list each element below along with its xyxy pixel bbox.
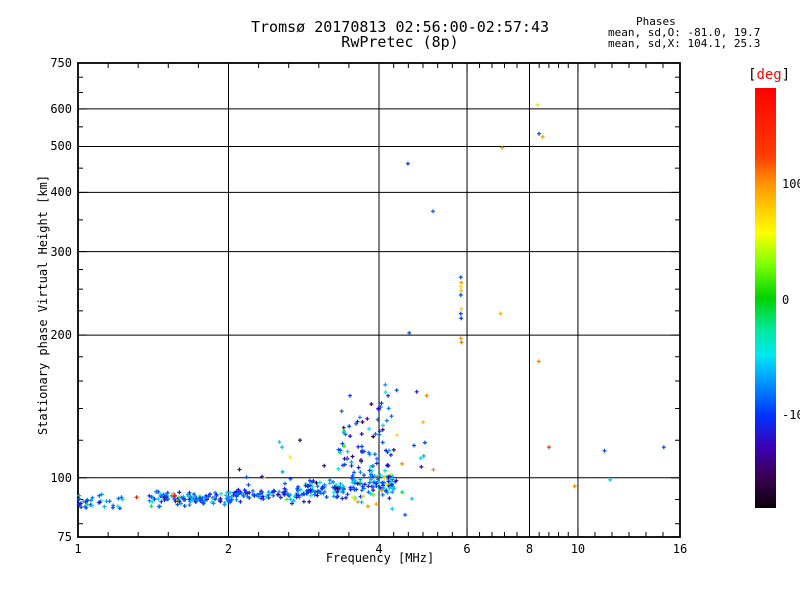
- x-tick-label: 10: [570, 542, 586, 556]
- x-tick-label: 16: [672, 542, 688, 556]
- x-axis-label: Frequency [MHz]: [325, 551, 435, 565]
- y-tick-label: 100: [50, 470, 72, 485]
- grid-lines: [78, 63, 680, 537]
- phase-stats-header: Phases: [636, 15, 676, 28]
- phase-stats-annotation: Phases mean, sd,O: -81.0, 19.7 mean, sd,…: [608, 16, 798, 49]
- y-axis-label: Stationary phase Virtual Height [km]: [36, 174, 50, 436]
- colorbar-unit-label: [deg]: [748, 67, 790, 83]
- colorbar-unit-text: deg: [756, 67, 782, 83]
- y-tick-label: 75: [57, 530, 72, 544]
- x-tick-label: 6: [463, 542, 471, 556]
- colorbar-tick-label: 0: [782, 292, 790, 307]
- axis-ticks: [77, 62, 681, 538]
- y-tick-label: 500: [50, 139, 72, 154]
- colorbar-gradient: [755, 88, 776, 508]
- y-tick-label: 300: [50, 244, 72, 259]
- plot-title: Tromsø 20170813 02:56:00-02:57:43 RwPret…: [0, 20, 800, 50]
- colorbar-tick-label: 100: [782, 177, 800, 192]
- plot-title-line2: RwPretec (8p): [341, 33, 459, 51]
- x-tick-label: 4: [375, 542, 383, 556]
- colorbar-bracket-close: ]: [781, 67, 791, 83]
- phase-stats-o-mode: mean, sd,O: -81.0, 19.7: [608, 26, 761, 39]
- y-tick-label: 200: [50, 328, 72, 343]
- x-tick-label: 2: [224, 542, 233, 556]
- y-tick-label: 600: [50, 101, 72, 116]
- phase-stats-x-mode: mean, sd,X: 104.1, 25.3: [608, 37, 761, 50]
- x-tick-label: 1: [74, 542, 82, 556]
- scatter-points: [76, 102, 666, 517]
- plot-title-line1: Tromsø 20170813 02:56:00-02:57:43: [250, 18, 549, 36]
- colorbar-bracket-open: [: [748, 67, 757, 83]
- x-tick-label: 8: [525, 542, 534, 556]
- y-tick-label: 750: [50, 56, 72, 70]
- colorbar-tick-label: -100: [782, 408, 800, 423]
- y-tick-label: 400: [50, 185, 72, 200]
